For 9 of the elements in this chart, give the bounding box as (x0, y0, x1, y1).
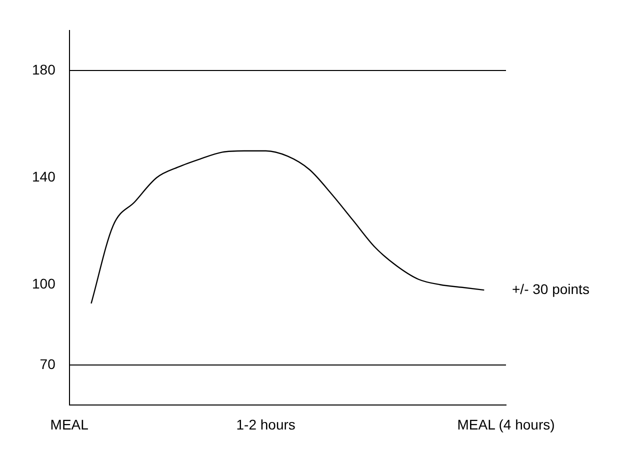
text: +/- 30 points (512, 280, 590, 297)
x-tick-label: 1-2 hours (236, 416, 296, 432)
x-tick-label: MEAL (4 hours) (457, 416, 555, 432)
y-tick-label: 100 (32, 276, 56, 292)
y-tick-label: 180 (32, 61, 56, 78)
y-tick-label: 140 (32, 168, 56, 184)
line-series (90, 150, 485, 304)
x-tick-label: MEAL (50, 416, 89, 432)
y-tick-label: 70 (40, 356, 56, 372)
